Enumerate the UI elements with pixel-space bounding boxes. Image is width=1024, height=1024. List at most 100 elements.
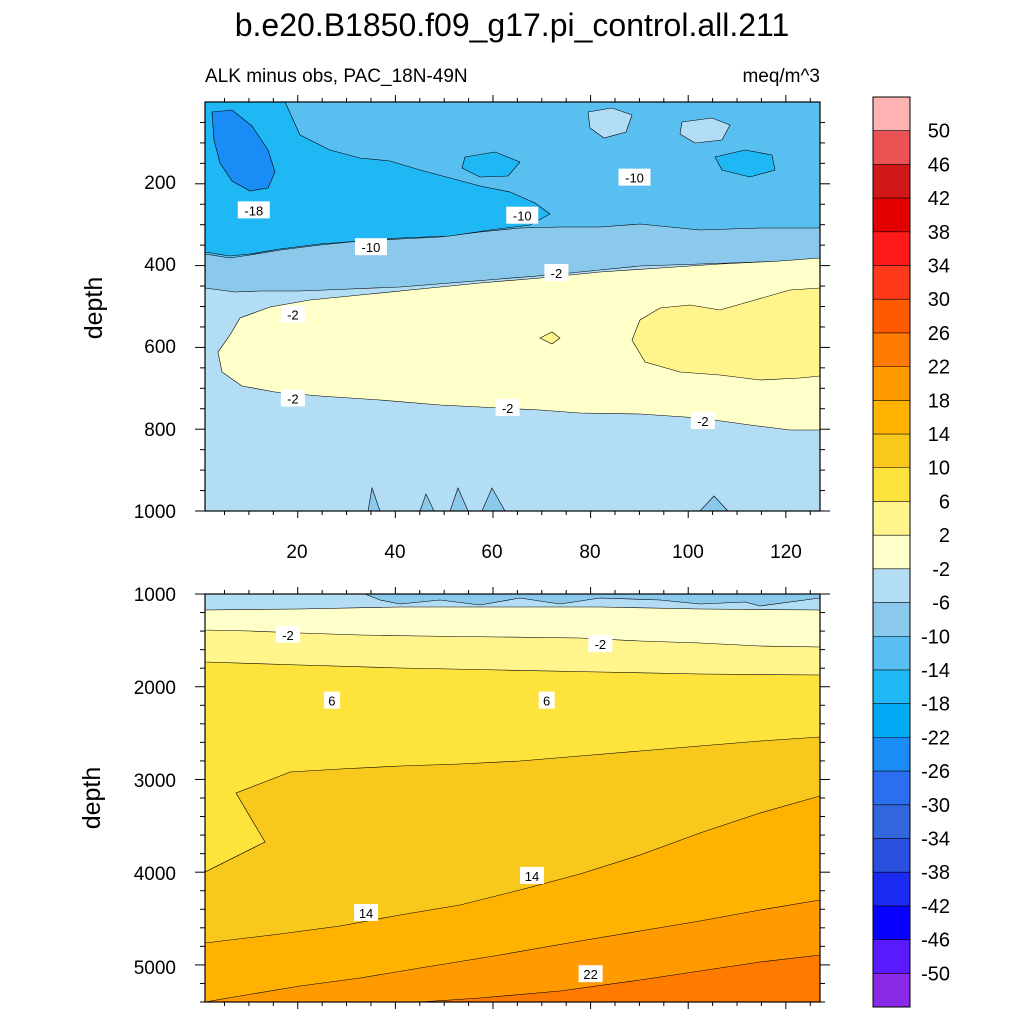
colorbar-label: 2 xyxy=(939,525,950,547)
upper-x-tick-label: 20 xyxy=(286,542,307,563)
colorbar-swatch xyxy=(873,501,910,536)
colorbar-swatch xyxy=(873,164,910,199)
contour-label-box xyxy=(538,691,555,709)
colorbar-label: -50 xyxy=(921,963,950,985)
contour-label-box xyxy=(237,201,270,219)
upper-contour-labels: -18 -10 -10 -10 -2 -2 -2 -2 -2 xyxy=(237,168,715,430)
contour-label: -2 xyxy=(287,392,299,407)
lower-panel: 1000 2000 3000 4000 5000 depth -2 -2 6 6 14 1… xyxy=(78,585,830,1009)
contour-label: -10 xyxy=(625,171,644,186)
colorbar-label: 46 xyxy=(928,154,950,176)
colorbar-label: 10 xyxy=(928,458,950,480)
contour-label-box xyxy=(578,965,603,983)
colorbar-swatch xyxy=(873,231,910,267)
colorbar-swatch xyxy=(873,299,910,334)
contour-label: -2 xyxy=(287,308,299,323)
lower-y-tick-label: 1000 xyxy=(134,585,176,606)
colorbar-label: -38 xyxy=(921,862,950,884)
contour-label: -2 xyxy=(282,628,294,643)
upper-x-tick-label: 60 xyxy=(481,542,502,563)
contour-label-box xyxy=(495,398,520,416)
colorbar-swatch xyxy=(873,434,910,469)
upper-y-tick-label: 600 xyxy=(144,337,176,358)
colorbar-swatch xyxy=(873,332,910,368)
colorbar-swatch xyxy=(873,602,910,637)
contour-label: 14 xyxy=(525,869,539,884)
upper-fill-minus10-sliver-2 xyxy=(419,493,435,511)
upper-fill-minus6-patch xyxy=(587,107,633,139)
contour-label: -10 xyxy=(513,209,532,224)
upper-fill-minus10-sliver-4 xyxy=(481,487,506,511)
contour-label-box xyxy=(275,625,300,643)
upper-contour-fills xyxy=(205,102,820,511)
upper-y-tick-label: 800 xyxy=(144,420,176,441)
contour-label-box xyxy=(280,305,305,323)
colorbar-label: 26 xyxy=(928,323,950,345)
upper-fill-minus10-sliver-1 xyxy=(367,486,381,511)
lower-y-tick-label: 4000 xyxy=(134,864,176,885)
colorbar-swatch xyxy=(873,97,910,132)
upper-fill-minus6-patch-east xyxy=(679,117,731,144)
colorbar-swatch xyxy=(873,939,910,974)
colorbar-swatch xyxy=(873,400,910,435)
upper-x-tick-label: 80 xyxy=(579,542,600,563)
contour-label-box xyxy=(280,389,305,407)
colorbar-swatch xyxy=(873,568,910,604)
colorbar-label: 38 xyxy=(928,222,950,244)
colorbar-label: 34 xyxy=(928,256,950,278)
contour-label: -2 xyxy=(595,637,607,652)
upper-x-tick-label: 120 xyxy=(770,542,802,563)
lower-y-tick-label: 2000 xyxy=(134,678,176,699)
colorbar-label: -30 xyxy=(921,795,950,817)
colorbar-swatch xyxy=(873,265,910,300)
contour-label-box xyxy=(354,903,379,921)
colorbar-label: -42 xyxy=(921,896,950,918)
colorbar-swatch xyxy=(873,905,910,941)
colorbar-label: -10 xyxy=(921,626,950,648)
colorbar-label: 18 xyxy=(928,390,950,412)
colorbar-swatch xyxy=(873,198,910,233)
colorbar-swatch xyxy=(873,130,910,165)
contour-label-box xyxy=(520,866,545,884)
colorbar-label: -22 xyxy=(921,727,950,749)
figure-title: b.e20.B1850.f09_g17.pi_control.all.211 xyxy=(235,7,790,43)
colorbar-label: -6 xyxy=(932,593,950,615)
colorbar-label: -34 xyxy=(921,828,950,850)
colorbar-label: -2 xyxy=(932,559,950,581)
contour-label: -2 xyxy=(502,401,514,416)
upper-y-ticks xyxy=(195,121,830,512)
colorbar-swatch xyxy=(873,804,910,839)
colorbar-frame xyxy=(872,96,911,1008)
colorbar-label: 6 xyxy=(939,491,950,513)
lower-y-tick-label: 5000 xyxy=(134,958,176,979)
lower-x-ticks xyxy=(224,587,811,1009)
upper-x-tick-label: 100 xyxy=(672,542,704,563)
upper-panel: 20 40 60 80 100 120 200 400 600 800 1000… xyxy=(80,95,830,563)
upper-fill-plus2-dot xyxy=(539,331,561,345)
lower-contour-fills xyxy=(205,594,820,1002)
upper-y-axis-label: depth xyxy=(80,277,108,340)
contour-label-box xyxy=(323,691,340,709)
lower-contour-labels: -2 -2 6 6 14 14 22 xyxy=(275,625,613,983)
upper-x-tick-label: 40 xyxy=(384,542,405,563)
colorbar-swatch xyxy=(873,703,910,738)
colorbar-label: -14 xyxy=(921,660,950,682)
colorbar-swatch xyxy=(873,669,910,705)
lower-y-tick-label: 3000 xyxy=(134,771,176,792)
upper-fill-minus10-sliver-3 xyxy=(449,487,469,511)
contour-label-box xyxy=(506,206,539,224)
colorbar-label: 42 xyxy=(928,188,950,210)
upper-fill-minus22-core xyxy=(211,109,276,192)
lower-fill-minus10-top xyxy=(364,594,820,607)
colorbar-swatch xyxy=(873,535,910,570)
contour-label: -2 xyxy=(551,266,563,281)
colorbar-swatch xyxy=(873,973,910,1008)
upper-y-tick-label: 400 xyxy=(144,255,176,276)
upper-y-tick-label: 200 xyxy=(144,173,176,194)
contour-label-box xyxy=(618,168,651,186)
contour-label: -10 xyxy=(362,240,381,255)
colorbar-label: -26 xyxy=(921,761,950,783)
upper-y-tick-label: 1000 xyxy=(134,502,176,523)
colorbar-label: 14 xyxy=(928,424,950,446)
